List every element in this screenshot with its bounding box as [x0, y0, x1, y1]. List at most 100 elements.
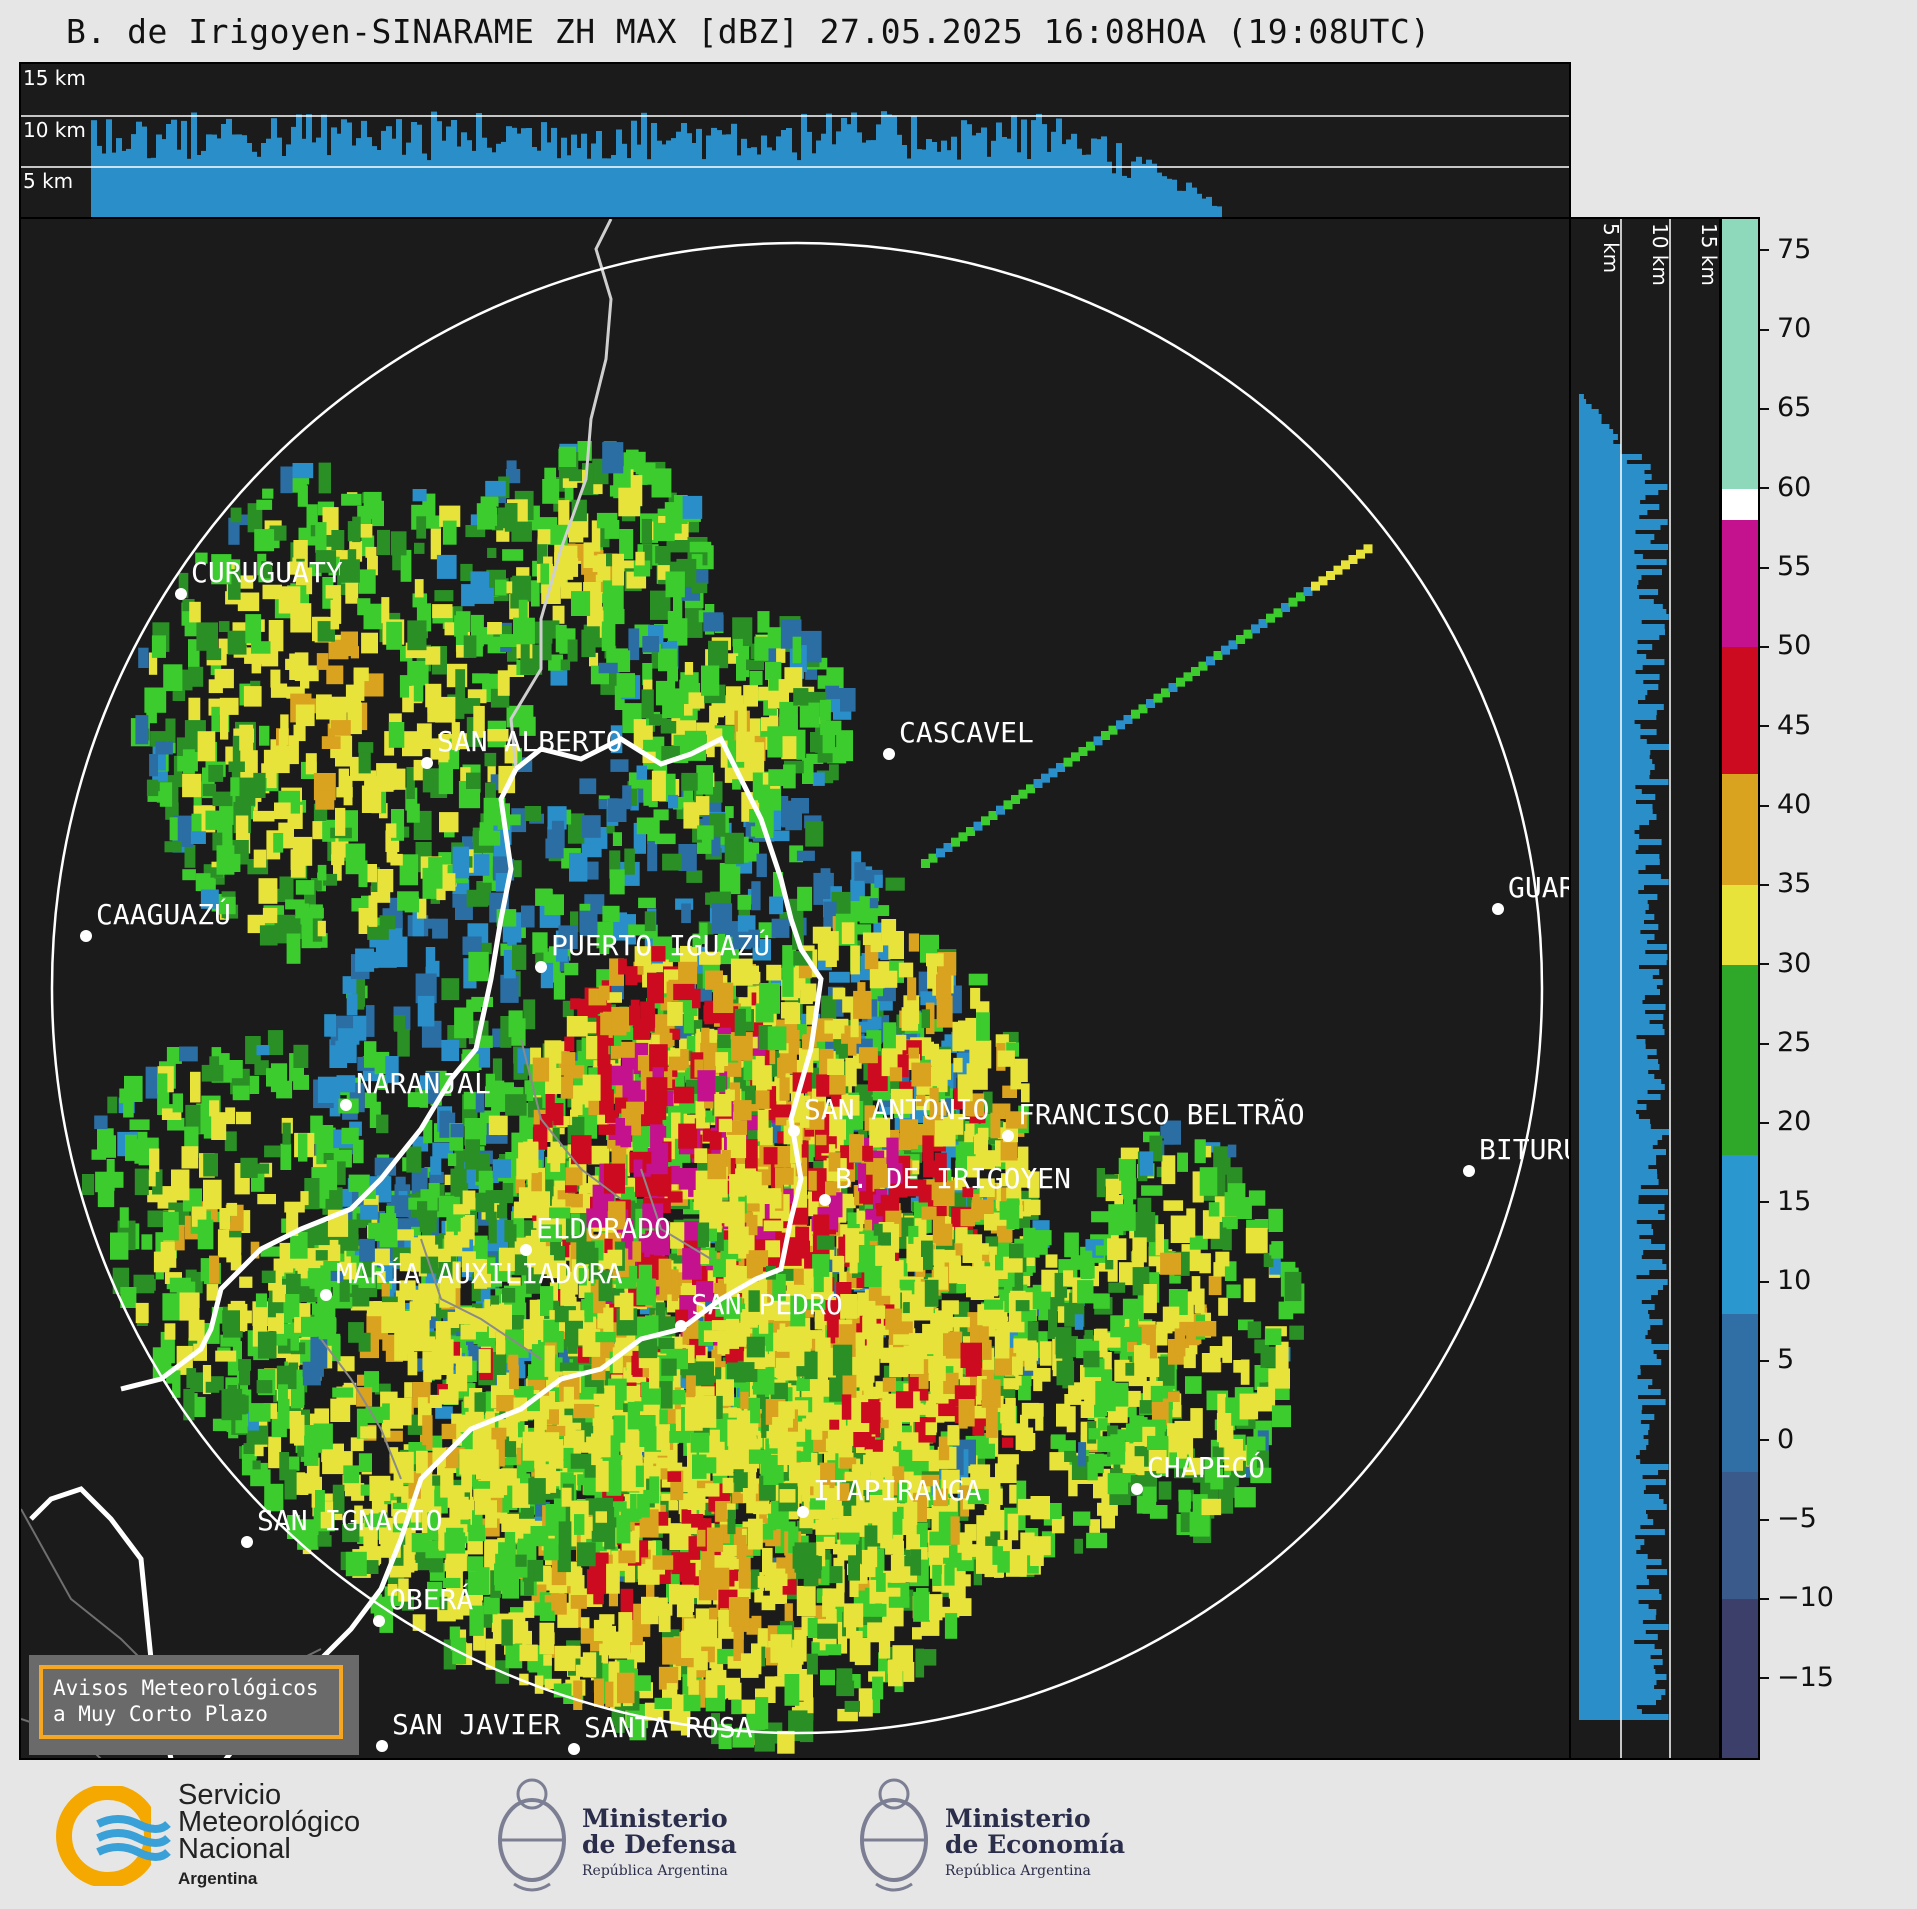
echo-cell — [445, 1220, 454, 1244]
top-echo-column — [681, 123, 687, 217]
top-echo-column — [346, 122, 352, 217]
top-echo-column — [111, 152, 117, 217]
echo-cell — [393, 1015, 406, 1032]
echo-cell — [579, 778, 597, 795]
echo-cell — [600, 1011, 613, 1038]
echo-cell — [593, 1662, 603, 1693]
top-echo-column — [796, 160, 802, 217]
echo-cell — [566, 1016, 588, 1037]
top-echo-column — [906, 158, 912, 217]
echo-cell — [463, 1091, 477, 1110]
echo-cell — [381, 1261, 393, 1282]
echo-cell — [837, 1708, 858, 1722]
top-echo-column — [106, 119, 112, 217]
echo-cell — [378, 1075, 388, 1090]
echo-cell — [395, 1176, 406, 1189]
echo-cell — [765, 1573, 788, 1586]
top-echo-column — [1106, 161, 1112, 217]
echo-cell — [814, 1315, 825, 1330]
echo-cell — [421, 1020, 442, 1048]
top-echo-column — [456, 146, 462, 217]
echo-cell — [712, 1258, 726, 1278]
top-echo-column — [576, 148, 582, 217]
echo-cell — [661, 1116, 672, 1139]
echo-cell — [816, 1541, 826, 1567]
top-echo-column — [761, 135, 767, 217]
top-echo-column — [756, 154, 762, 217]
echo-cell — [858, 1688, 873, 1717]
top-echo-column — [121, 150, 127, 217]
echo-cell — [615, 1560, 635, 1571]
echo-cell — [462, 936, 482, 955]
echo-cell — [725, 1677, 741, 1699]
top-echo-column — [566, 155, 572, 217]
echo-cell — [447, 1153, 457, 1166]
top-echo-column — [181, 120, 187, 217]
echo-cell — [875, 970, 898, 988]
top-echo-column — [851, 112, 857, 217]
top-echo-column — [786, 128, 792, 217]
echo-cell — [953, 1057, 963, 1073]
echo-cell — [495, 873, 508, 892]
echo-cell — [633, 1019, 651, 1040]
echo-cell — [536, 1357, 552, 1369]
echo-cell — [647, 972, 664, 1004]
echo-cell — [837, 1095, 860, 1116]
top-echo-column — [511, 127, 517, 217]
top-echo-column — [1066, 139, 1072, 217]
echo-cell — [914, 1218, 927, 1242]
top-echo-column — [766, 147, 772, 217]
top-echo-column — [501, 141, 507, 217]
echo-cell — [1009, 1484, 1018, 1504]
top-echo-column — [286, 144, 292, 217]
top-echo-column — [166, 124, 172, 217]
echo-cell — [808, 1170, 817, 1191]
top-echo-column — [581, 133, 587, 217]
echo-cell — [854, 862, 866, 881]
echo-cell — [535, 952, 544, 964]
echo-cell — [793, 1268, 805, 1285]
top-echo-column — [96, 145, 102, 217]
top-echo-column — [736, 155, 742, 217]
echo-cell — [705, 1670, 718, 1698]
echo-cell — [620, 1041, 635, 1058]
echo-cell — [417, 995, 435, 1027]
echo-cell — [911, 1062, 931, 1087]
top-echo-column — [951, 136, 957, 217]
top-echo-column — [306, 114, 312, 217]
top-echo-column — [241, 135, 247, 217]
echo-cell — [862, 1145, 873, 1161]
echo-cell — [485, 1073, 495, 1104]
echo-cell — [1002, 1437, 1014, 1448]
echo-cell — [817, 1623, 838, 1639]
echo-cell — [728, 1597, 750, 1627]
echo-cell — [567, 1645, 581, 1659]
echo-cell — [849, 1134, 860, 1159]
echo-cell — [432, 918, 448, 939]
top-echo-column — [1111, 173, 1117, 217]
echo-cell — [922, 1135, 934, 1162]
echo-cell — [500, 974, 519, 1003]
echo-cell — [593, 1590, 604, 1605]
echo-cell — [430, 1156, 442, 1175]
echo-cell — [374, 1157, 397, 1176]
top-echo-column — [691, 143, 697, 217]
top-echo-column — [1116, 143, 1122, 217]
echo-cell — [346, 994, 358, 1016]
top-echo-column — [176, 149, 182, 217]
echo-cell — [533, 1453, 542, 1474]
echo-cell — [667, 1471, 682, 1482]
top-echo-column — [886, 114, 892, 217]
echo-cell — [832, 1256, 845, 1273]
echo-cell — [500, 1016, 512, 1048]
echo-cell — [662, 853, 682, 871]
top-echo-column — [301, 138, 307, 217]
echo-cell — [450, 1168, 467, 1197]
echo-cell — [1010, 1065, 1022, 1090]
echo-cell — [651, 1541, 663, 1568]
echo-cell — [355, 948, 375, 972]
top-echo-column — [481, 137, 487, 217]
top-echo-column — [276, 137, 282, 217]
echo-cell — [757, 1109, 769, 1142]
echo-cell — [593, 1619, 613, 1641]
